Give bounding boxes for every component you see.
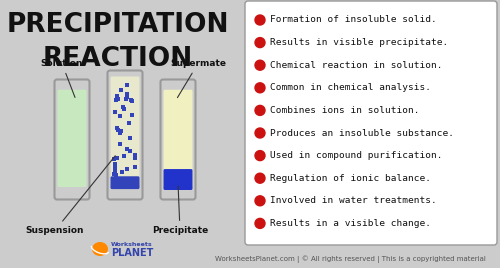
Circle shape [255, 173, 265, 183]
Bar [113, 166, 117, 170]
FancyBboxPatch shape [245, 1, 497, 245]
Circle shape [255, 151, 265, 161]
Bar [118, 114, 122, 118]
Text: Produces an insoluble substance.: Produces an insoluble substance. [270, 128, 454, 137]
Bar [113, 110, 117, 114]
Text: Common in chemical analysis.: Common in chemical analysis. [270, 83, 431, 92]
Bar [125, 83, 129, 87]
Bar [114, 126, 118, 130]
Text: Worksheets: Worksheets [111, 243, 152, 248]
Circle shape [255, 105, 265, 116]
Bar [122, 154, 126, 158]
Circle shape [255, 83, 265, 93]
Bar [126, 95, 130, 99]
Circle shape [255, 218, 265, 228]
Text: Regulation of ionic balance.: Regulation of ionic balance. [270, 174, 431, 183]
Bar [128, 149, 132, 153]
Bar [124, 97, 128, 101]
Bar [118, 131, 122, 135]
Circle shape [255, 15, 265, 25]
FancyBboxPatch shape [110, 76, 140, 186]
Bar [122, 107, 126, 111]
Bar [114, 170, 117, 174]
Bar [125, 147, 129, 151]
Text: Results in a visible change.: Results in a visible change. [270, 219, 431, 228]
Bar [116, 94, 119, 98]
Bar [114, 98, 118, 102]
Bar [130, 99, 134, 103]
Bar [116, 128, 120, 132]
Text: Precipitate: Precipitate [152, 186, 208, 235]
FancyBboxPatch shape [164, 90, 192, 187]
Bar [120, 170, 124, 174]
Bar [112, 172, 116, 176]
Circle shape [255, 128, 265, 138]
Text: WorksheetsPlanet.com | © All rights reserved | This is a copyrighted material: WorksheetsPlanet.com | © All rights rese… [214, 255, 486, 263]
Bar [130, 113, 134, 117]
Bar [126, 92, 130, 96]
Ellipse shape [92, 242, 108, 256]
Text: Results in visible precipitate.: Results in visible precipitate. [270, 38, 448, 47]
Circle shape [255, 60, 265, 70]
Text: PRECIPITATION: PRECIPITATION [7, 12, 229, 38]
Text: Supermate: Supermate [170, 59, 226, 98]
Bar [118, 142, 122, 146]
Bar [120, 105, 124, 109]
Text: Suspension: Suspension [26, 156, 116, 235]
FancyBboxPatch shape [110, 176, 140, 189]
Text: REACTION: REACTION [43, 46, 193, 72]
Text: PLANET: PLANET [111, 248, 154, 258]
Text: Solution: Solution [41, 59, 83, 97]
Circle shape [255, 196, 265, 206]
Bar [112, 157, 116, 161]
Bar [128, 136, 132, 140]
Text: Combines ions in solution.: Combines ions in solution. [270, 106, 420, 115]
Text: Involved in water treatments.: Involved in water treatments. [270, 196, 437, 205]
Bar [132, 165, 136, 169]
FancyBboxPatch shape [164, 169, 192, 190]
Bar [114, 173, 117, 177]
Bar [116, 96, 120, 100]
Bar [133, 156, 137, 160]
Bar [115, 156, 119, 160]
Bar [127, 121, 131, 125]
Text: Used in compound purification.: Used in compound purification. [270, 151, 442, 160]
Bar [119, 129, 123, 133]
Text: Formation of insoluble solid.: Formation of insoluble solid. [270, 16, 437, 24]
Bar [134, 153, 138, 157]
Bar [125, 167, 129, 171]
Bar [114, 162, 117, 166]
Text: Chemical reaction in solution.: Chemical reaction in solution. [270, 61, 442, 70]
FancyBboxPatch shape [58, 90, 86, 187]
Bar [129, 98, 133, 102]
Bar [118, 129, 122, 133]
Bar [118, 88, 122, 92]
Circle shape [255, 38, 265, 48]
